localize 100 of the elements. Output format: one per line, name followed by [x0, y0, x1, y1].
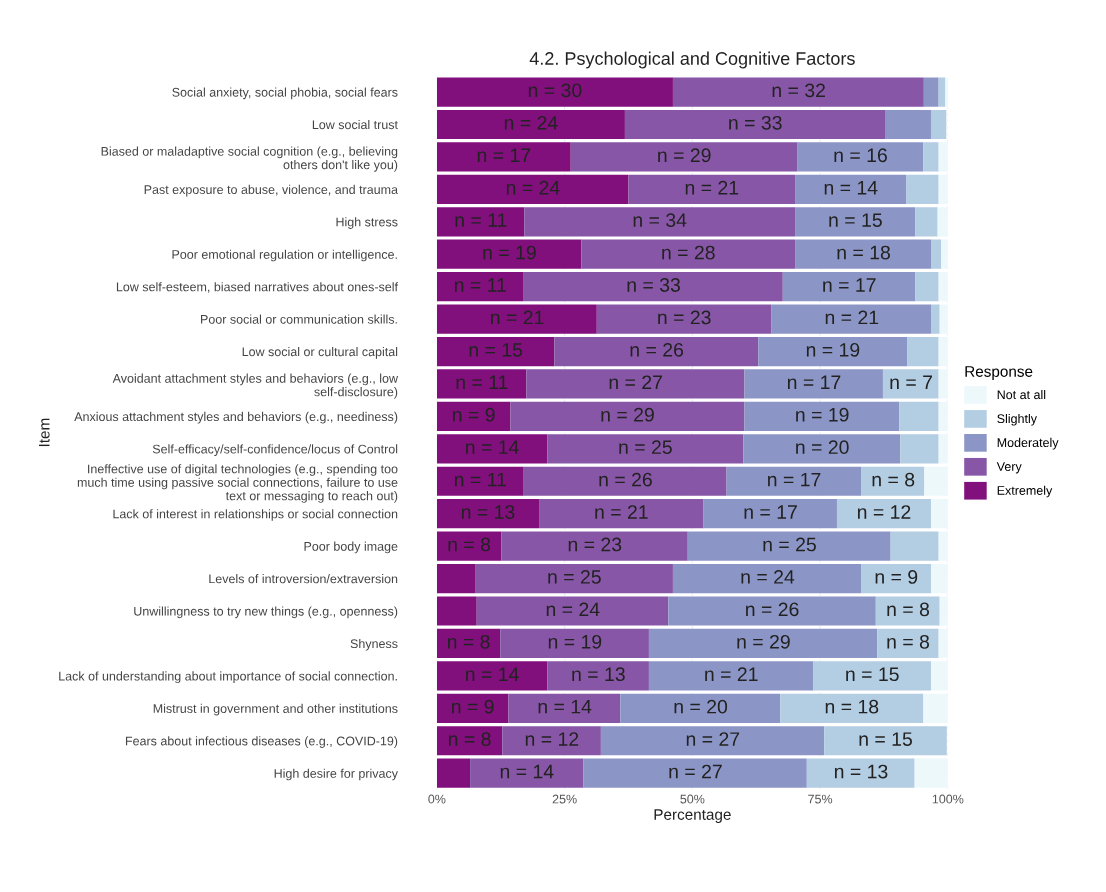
- annotation: n = 8: [887, 634, 930, 649]
- y-tick-label: Levels of introversion/extraversion: [209, 574, 398, 584]
- annotation: n = 14: [824, 181, 878, 195]
- y-tick-label: Ineffective use of digital technologies (e.g., spending too much time using passive social connections, failure to use text or messaging to reach out): [77, 464, 398, 503]
- y-tick-label: Anxious attachment styles and behaviors (e.g., neediness): [74, 411, 398, 424]
- bar: [931, 304, 940, 334]
- annotation: n = 29: [601, 407, 654, 422]
- bar: [470, 758, 584, 788]
- annotation: n = 18: [837, 245, 890, 260]
- bar: [596, 304, 772, 334]
- bar: [539, 499, 704, 529]
- bar: [436, 499, 540, 529]
- x-tick-label: 50%: [680, 794, 705, 804]
- annotation: n = 24: [546, 602, 600, 617]
- annotation: n = 28: [662, 245, 715, 260]
- annotation: n = 34: [633, 213, 687, 227]
- annotation: n = 15: [829, 213, 882, 227]
- bar: [436, 628, 501, 659]
- bar: [648, 628, 878, 659]
- bar: [475, 563, 673, 594]
- bar: [938, 142, 948, 172]
- annotation: n = 14: [538, 699, 592, 714]
- bar: [861, 563, 931, 594]
- bar: [524, 207, 796, 237]
- bar: [795, 174, 907, 204]
- bar: [436, 174, 629, 204]
- bar: [899, 401, 939, 431]
- bar: [624, 109, 885, 140]
- bar: [554, 336, 759, 367]
- x-tick-label: 100%: [932, 794, 964, 804]
- annotation: n = 20: [796, 440, 849, 455]
- annotation: n = 26: [599, 472, 652, 487]
- y-tick-label: Poor emotional regulation or intelligence.: [172, 249, 397, 262]
- y-tick-label: Self-efficacy/self-confidence/locus of Control: [152, 444, 398, 456]
- bar: [824, 726, 947, 756]
- bar: [930, 661, 948, 691]
- y-tick-label: Lack of understanding about importance of social connection.: [59, 671, 397, 684]
- annotation: n = 21: [705, 667, 758, 681]
- bar: [510, 401, 745, 431]
- bar: [884, 109, 931, 140]
- bar: [930, 109, 947, 140]
- bar: [836, 499, 931, 529]
- bar: [861, 466, 925, 496]
- annotation: n = 24: [504, 115, 558, 130]
- bar: [780, 693, 924, 723]
- bar: [436, 272, 524, 302]
- y-tick-label: Mistrust in government and other institutions: [153, 703, 398, 716]
- x-axis-title: Percentage: [654, 809, 731, 823]
- x-tick-label: 25%: [552, 794, 577, 804]
- annotation: n = 25: [619, 440, 672, 455]
- annotation: n = 23: [568, 537, 622, 552]
- annotation: n = 21: [685, 180, 739, 195]
- annotation: n = 21: [595, 505, 648, 519]
- bar: [581, 239, 796, 269]
- bar: [436, 758, 471, 788]
- annotation: n = 15: [859, 732, 912, 746]
- annotation: n = 25: [548, 570, 601, 584]
- annotation: n = 27: [609, 375, 662, 389]
- annotation: n = 27: [686, 732, 740, 746]
- bar: [795, 207, 916, 237]
- y-axis-title: Item: [38, 418, 50, 447]
- annotation: n = 21: [825, 310, 879, 325]
- bar: [915, 272, 939, 302]
- bar: [436, 336, 555, 367]
- y-tick-label: Avoidant attachment styles and behaviors (e.g., low self-disclosure): [112, 373, 399, 399]
- annotation: n = 33: [627, 278, 680, 292]
- bar: [797, 142, 924, 172]
- annotation: n = 24: [506, 180, 560, 195]
- annotation: n = 14: [500, 764, 554, 779]
- bar: [758, 336, 908, 367]
- bar: [648, 661, 814, 691]
- annotation: n = 11: [455, 278, 506, 292]
- annotation: n = 24: [741, 570, 795, 584]
- bar: [941, 239, 948, 269]
- annotation: n = 17: [744, 505, 797, 519]
- legend-title: Response: [965, 366, 1033, 380]
- annotation: n = 12: [525, 732, 579, 746]
- bar: [923, 77, 939, 107]
- bar: [672, 563, 862, 594]
- y-tick-label: Low social trust: [312, 119, 398, 130]
- bar: [923, 142, 939, 172]
- bar: [672, 77, 924, 107]
- bar: [743, 434, 901, 464]
- bar: [914, 758, 948, 788]
- y-tick-label: Past exposure to abuse, violence, and trauma: [144, 184, 398, 197]
- bar: [600, 726, 825, 756]
- annotation: n = 15: [469, 343, 523, 357]
- bar: [938, 77, 946, 107]
- annotation: n = 26: [746, 602, 799, 617]
- bar: [628, 174, 796, 204]
- y-tick-label: Unwillingness to try new things (e.g., openness): [134, 606, 398, 619]
- bar: [931, 239, 942, 269]
- bar: [687, 531, 891, 561]
- bar: [890, 531, 939, 561]
- annotation: n = 19: [806, 342, 860, 357]
- bar: [915, 207, 938, 237]
- annotation: n = 19: [796, 407, 849, 422]
- y-tick-label: Poor body image: [304, 541, 398, 554]
- annotation: n = 8: [448, 732, 491, 746]
- bar: [436, 434, 548, 464]
